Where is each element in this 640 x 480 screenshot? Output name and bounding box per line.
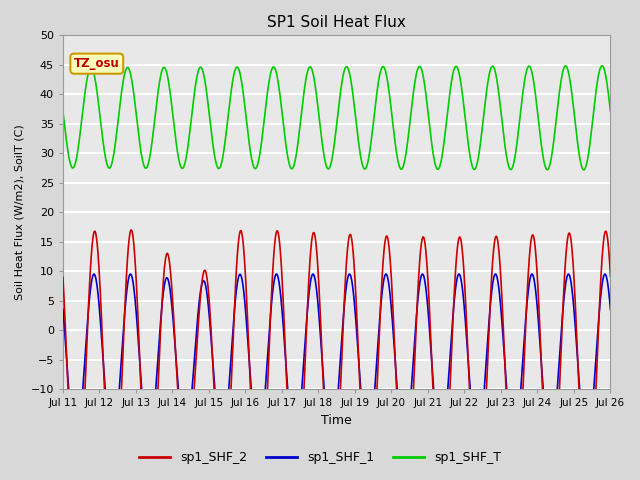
Line: sp1_SHF_T: sp1_SHF_T — [63, 66, 611, 170]
sp1_SHF_T — [607, 108, 614, 114]
sp1_SHF_T — [159, 67, 166, 72]
sp1_SHF_T — [509, 163, 517, 168]
sp1_SHF_T — [580, 167, 588, 173]
sp1_SHF_T — [415, 64, 423, 70]
sp1_SHF_1 — [159, 298, 166, 304]
sp1_SHF_1 — [468, 405, 476, 410]
sp1_SHF_2 — [415, 265, 423, 271]
sp1_SHF_1 — [607, 306, 614, 312]
sp1_SHF_1 — [509, 442, 517, 447]
sp1_SHF_2 — [607, 273, 614, 279]
sp1_SHF_2 — [159, 291, 166, 297]
sp1_SHF_1 — [387, 305, 395, 311]
sp1_SHF_1 — [268, 294, 276, 300]
sp1_SHF_T — [59, 108, 67, 114]
sp1_SHF_T — [598, 63, 606, 69]
Text: TZ_osu: TZ_osu — [74, 57, 120, 70]
sp1_SHF_2 — [127, 227, 135, 233]
sp1_SHF_T — [268, 66, 276, 72]
sp1_SHF_1 — [415, 285, 423, 291]
sp1_SHF_T — [387, 107, 395, 113]
sp1_SHF_1 — [601, 271, 609, 277]
Y-axis label: Soil Heat Flux (W/m2), SoilT (C): Soil Heat Flux (W/m2), SoilT (C) — [15, 124, 25, 300]
sp1_SHF_2 — [269, 275, 276, 281]
Title: SP1 Soil Heat Flux: SP1 Soil Heat Flux — [268, 15, 406, 30]
sp1_SHF_2 — [468, 436, 476, 442]
sp1_SHF_T — [468, 160, 476, 166]
sp1_SHF_1 — [59, 306, 67, 312]
sp1_SHF_2 — [388, 278, 396, 284]
sp1_SHF_1 — [401, 442, 408, 448]
X-axis label: Time: Time — [321, 414, 352, 427]
Line: sp1_SHF_2: sp1_SHF_2 — [63, 230, 611, 480]
Legend: sp1_SHF_2, sp1_SHF_1, sp1_SHF_T: sp1_SHF_2, sp1_SHF_1, sp1_SHF_T — [134, 446, 506, 469]
sp1_SHF_2 — [59, 275, 67, 280]
Line: sp1_SHF_1: sp1_SHF_1 — [63, 274, 611, 445]
